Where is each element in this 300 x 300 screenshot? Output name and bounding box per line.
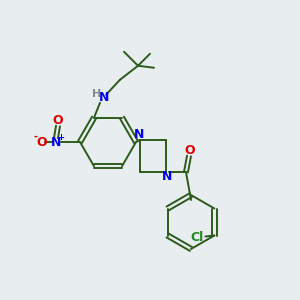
Text: N: N	[162, 170, 172, 184]
Text: N: N	[134, 128, 144, 142]
Text: O: O	[185, 145, 195, 158]
Text: N: N	[51, 136, 61, 148]
Text: H: H	[92, 89, 102, 99]
Text: N: N	[99, 91, 109, 104]
Text: O: O	[53, 115, 63, 128]
Text: -: -	[33, 132, 37, 142]
Text: Cl: Cl	[191, 231, 204, 244]
Text: +: +	[58, 133, 64, 142]
Text: O: O	[37, 136, 47, 148]
